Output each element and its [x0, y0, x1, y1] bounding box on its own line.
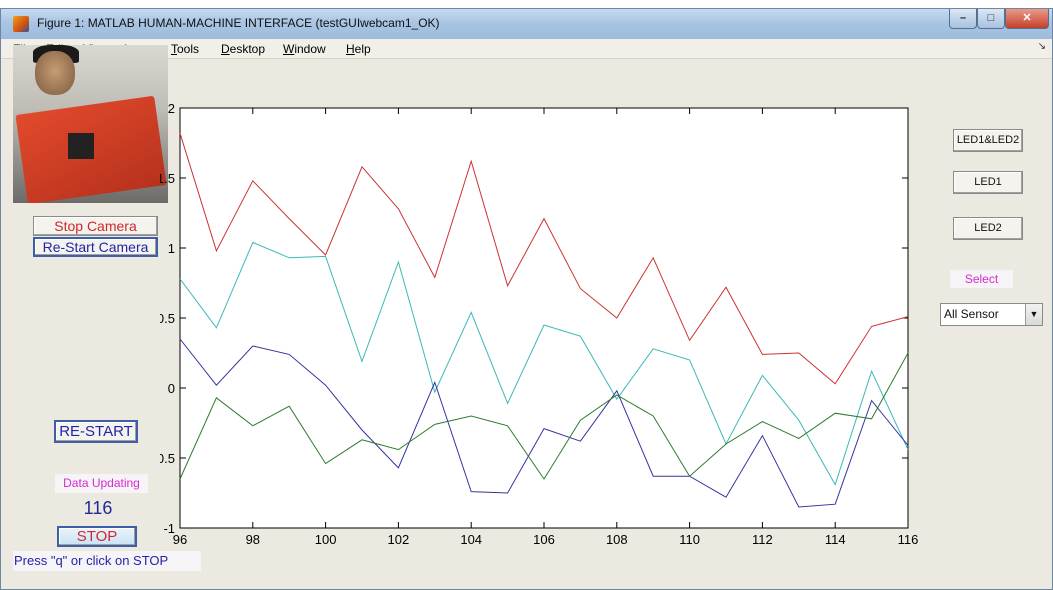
data-updating-label: Data Updating [55, 474, 148, 493]
matlab-icon [13, 16, 29, 32]
menu-desktop[interactable]: Desktop [221, 42, 266, 56]
y-tick-label: 0.5 [160, 311, 175, 326]
dock-arrow-icon[interactable]: ↘ [1037, 41, 1046, 52]
minimize-button[interactable]: – [949, 9, 977, 29]
sensor-plot: 96 98 100 102 104 106 108 110 112 114 116 -1 -0.5 0 0.… [153, 100, 930, 560]
restart-camera-button[interactable]: Re-Start Camera [33, 237, 158, 257]
menu-help[interactable]: Help [346, 42, 371, 56]
title-bar[interactable]: Figure 1: MATLAB HUMAN-MACHINE INTERFACE… [1, 9, 1052, 39]
stop-button[interactable]: STOP [57, 526, 137, 547]
x-tick-label: 98 [246, 532, 260, 547]
plot-area [179, 107, 909, 529]
led1-button[interactable]: LED1 [953, 171, 1023, 194]
stop-camera-button[interactable]: Stop Camera [33, 216, 158, 236]
x-tick-label: 116 [898, 532, 919, 547]
maximize-button[interactable]: □ [977, 9, 1005, 29]
x-tick-label: 114 [825, 532, 846, 547]
camera-chip-shape [68, 133, 94, 159]
led2-button[interactable]: LED2 [953, 217, 1023, 240]
x-tick-label: 100 [315, 532, 337, 547]
led1-led2-button[interactable]: LED1&LED2 [953, 129, 1023, 152]
series-line-1 [179, 241, 909, 486]
select-label: Select [950, 270, 1013, 288]
window-title: Figure 1: MATLAB HUMAN-MACHINE INTERFACE… [37, 16, 440, 30]
y-tick-label: 1 [168, 241, 175, 256]
series-line-0 [179, 133, 909, 385]
x-tick-label: 102 [388, 532, 410, 547]
x-tick-label: 96 [173, 532, 187, 547]
webcam-feed [13, 45, 168, 203]
sensor-chart-svg: 96 98 100 102 104 106 108 110 112 114 116 -1 -0.5 0 0.… [153, 101, 919, 547]
x-tick-label: 106 [533, 532, 555, 547]
menu-tools[interactable]: Tools [171, 42, 200, 56]
x-tick-label: 110 [679, 532, 700, 547]
menu-window[interactable]: Window [283, 42, 326, 56]
close-button[interactable]: ✕ [1005, 9, 1049, 29]
y-tick-label: 0 [168, 381, 175, 396]
y-tick-label: 2 [168, 101, 175, 116]
data-updating-counter: 116 [83, 498, 113, 518]
sensor-select[interactable]: All Sensor ▼ [940, 303, 1043, 326]
y-tick-label: -0.5 [160, 451, 175, 466]
restart-button[interactable]: RE-START [54, 420, 138, 443]
x-tick-label: 104 [460, 532, 482, 547]
series-line-3 [179, 352, 909, 480]
series-line-2 [179, 338, 909, 508]
y-tick-label: 1.5 [160, 171, 175, 186]
chevron-down-icon[interactable]: ▼ [1025, 304, 1042, 325]
x-tick-label: 108 [606, 532, 628, 547]
x-tick-label: 112 [752, 532, 773, 547]
stop-hint-text: Press "q" or click on STOP [13, 551, 201, 571]
sensor-select-value: All Sensor [944, 307, 999, 321]
y-tick-label: -1 [163, 521, 175, 536]
camera-face-shape [35, 51, 75, 95]
